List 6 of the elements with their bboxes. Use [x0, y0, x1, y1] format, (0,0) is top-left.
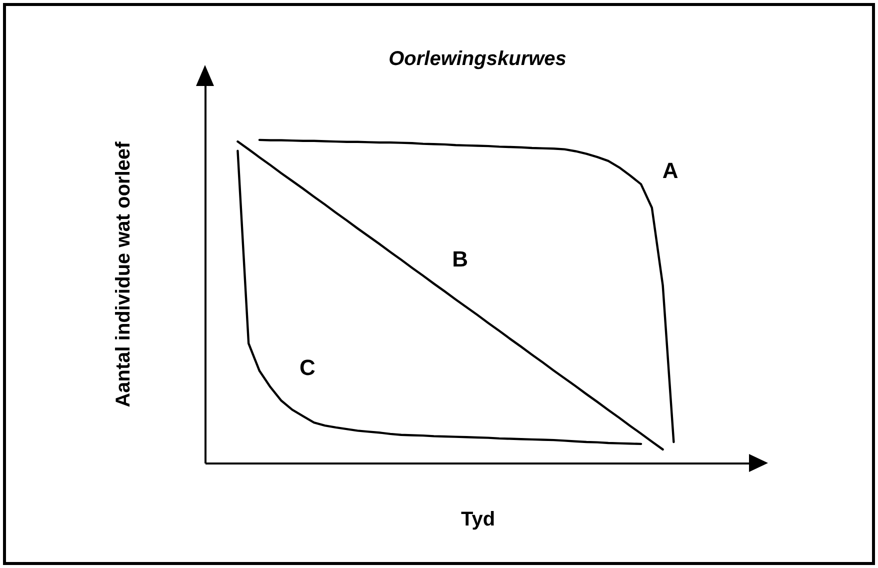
- y-axis-title: Aantal individue wat oorleef: [112, 141, 134, 408]
- series-label: C: [299, 355, 316, 380]
- chart-title: Oorlewingskurwes: [388, 48, 566, 70]
- x-axis-title: Tyd: [460, 508, 496, 530]
- series-label: B: [452, 246, 468, 272]
- series-label: A: [662, 158, 678, 183]
